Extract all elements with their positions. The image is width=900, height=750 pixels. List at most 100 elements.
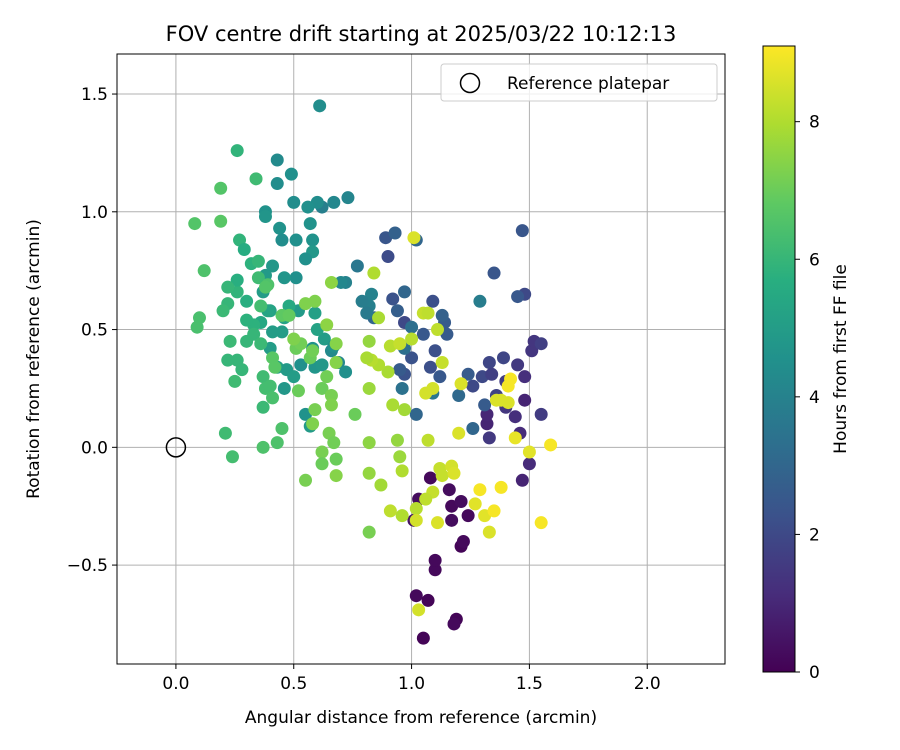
- scatter-point: [515, 473, 529, 487]
- scatter-point: [508, 431, 522, 445]
- scatter-point: [421, 593, 435, 607]
- scatter-point: [289, 233, 303, 247]
- scatter-point: [218, 426, 232, 440]
- scatter-point: [256, 400, 270, 414]
- scatter-point: [428, 563, 442, 577]
- colorbar-label: Hours from first FF file: [831, 264, 851, 454]
- scatter-point: [270, 436, 284, 450]
- scatter-point: [466, 421, 480, 435]
- scatter-point: [256, 370, 270, 384]
- scatter-point: [395, 381, 409, 395]
- scatter-point: [423, 471, 437, 485]
- scatter-point: [247, 327, 261, 341]
- scatter-point: [294, 358, 308, 372]
- scatter-point: [452, 389, 466, 403]
- scatter-point: [254, 337, 268, 351]
- scatter-point: [324, 398, 338, 412]
- scatter-point: [303, 217, 317, 231]
- scatter-point: [461, 367, 475, 381]
- scatter-point: [308, 403, 322, 417]
- scatter-point: [386, 398, 400, 412]
- scatter-point: [430, 323, 444, 337]
- scatter-point: [452, 426, 466, 440]
- scatter-point: [273, 221, 287, 235]
- legend: Reference platepar: [440, 63, 718, 102]
- x-tick-label: 1.5: [516, 674, 543, 694]
- scatter-point: [428, 344, 442, 358]
- scatter-point: [350, 259, 364, 273]
- x-tick-label: 2.0: [634, 674, 661, 694]
- scatter-point: [445, 513, 459, 527]
- scatter-point: [240, 313, 254, 327]
- scatter-point: [409, 407, 423, 421]
- scatter-point: [214, 214, 228, 228]
- scatter-point: [266, 259, 280, 273]
- scatter-point: [329, 452, 343, 466]
- scatter-point: [473, 483, 487, 497]
- legend-entry-reference: Reference platepar: [507, 74, 669, 94]
- scatter-point: [240, 294, 254, 308]
- colorbar-gradient: [762, 45, 796, 673]
- scatter-point: [482, 525, 496, 539]
- scatter-point: [223, 334, 237, 348]
- scatter-point: [334, 275, 348, 289]
- scatter-point: [327, 436, 341, 450]
- colorbar-tick-label: 0: [809, 663, 820, 683]
- scatter-point: [282, 308, 296, 322]
- scatter-point: [230, 273, 244, 287]
- chart-title: FOV centre drift starting at 2025/03/22 …: [166, 22, 677, 46]
- scatter-point: [496, 351, 510, 365]
- scatter-point: [511, 290, 525, 304]
- scatter-point: [221, 280, 235, 294]
- scatter-point: [329, 469, 343, 483]
- scatter-point: [362, 436, 376, 450]
- scatter-point: [306, 417, 320, 431]
- scatter-point: [291, 384, 305, 398]
- scatter-point: [398, 285, 412, 299]
- scatter-point: [534, 337, 548, 351]
- scatter-point: [282, 299, 296, 313]
- scatter-point: [315, 381, 329, 395]
- y-axis-label: Rotation from reference (arcmin): [24, 219, 44, 499]
- scatter-point: [454, 494, 468, 508]
- scatter-point: [511, 358, 525, 372]
- scatter-point: [284, 167, 298, 181]
- scatter-point: [534, 516, 548, 530]
- scatter-point: [435, 469, 449, 483]
- scatter-point: [315, 457, 329, 471]
- scatter-point: [393, 363, 407, 377]
- scatter-point: [416, 327, 430, 341]
- scatter-point: [277, 271, 291, 285]
- scatter-point: [412, 603, 426, 617]
- scatter-point: [494, 480, 508, 494]
- scatter-point: [221, 353, 235, 367]
- scatter-point: [372, 311, 386, 325]
- scatter-point: [362, 466, 376, 480]
- scatter-point: [405, 320, 419, 334]
- scatter-point: [487, 504, 501, 518]
- colorbar-ticks: 0 2 4 6 8: [795, 113, 820, 683]
- scatter-point: [419, 386, 433, 400]
- y-tick-label: 1.0: [81, 203, 108, 223]
- scatter-point: [251, 254, 265, 268]
- scatter-point: [393, 337, 407, 351]
- scatter-point: [405, 332, 419, 346]
- scatter-point: [398, 403, 412, 417]
- scatter-point: [409, 502, 423, 516]
- scatter-point: [426, 294, 440, 308]
- y-tick-label: −0.5: [67, 556, 108, 576]
- scatter-point: [421, 433, 435, 447]
- scatter-point: [386, 292, 400, 306]
- scatter-point: [306, 233, 320, 247]
- colorbar: 0 2 4 6 8 Hours from first FF file: [762, 45, 851, 683]
- scatter-point: [192, 311, 206, 325]
- scatter-point: [256, 440, 270, 454]
- scatter-point: [473, 294, 487, 308]
- scatter-point: [468, 497, 482, 511]
- scatter-point: [197, 264, 211, 278]
- scatter-point: [383, 504, 397, 518]
- scatter-point: [228, 374, 242, 388]
- y-tick-label: 1.5: [81, 85, 108, 105]
- scatter-point: [534, 407, 548, 421]
